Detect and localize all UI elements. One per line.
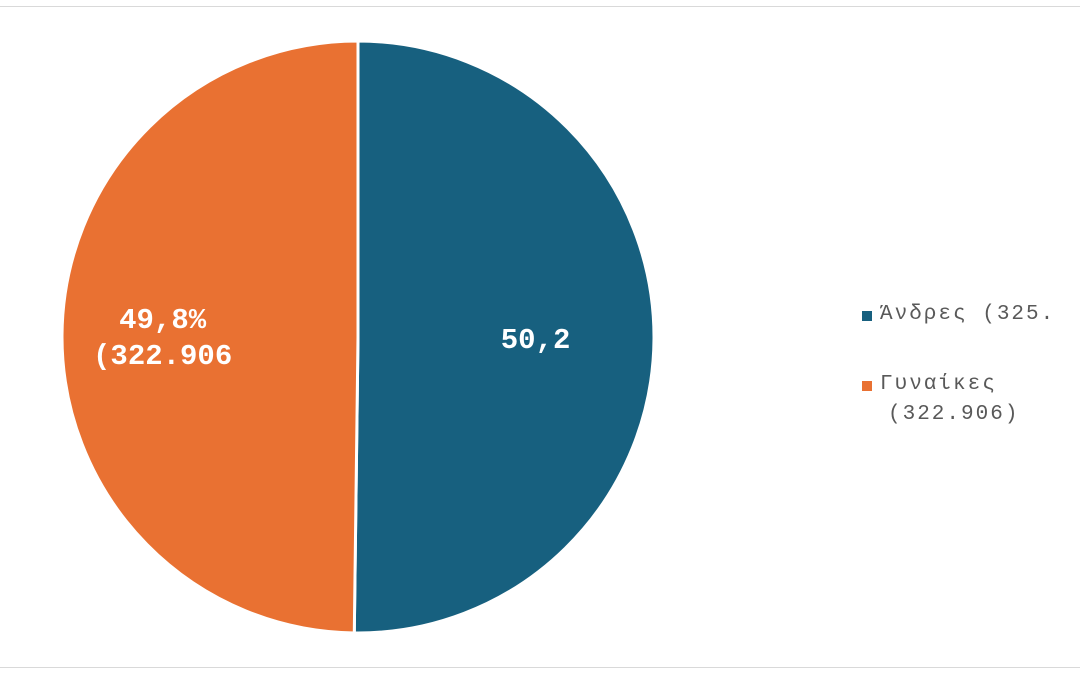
pie-label-women: 49,8% (322.906: [93, 304, 232, 373]
bottom-divider: [0, 667, 1080, 668]
legend-label-men: Άνδρες (325.: [880, 303, 1056, 326]
legend-item-women[interactable]: Γυναίκες (322.906): [862, 370, 1080, 430]
legend-swatch-men: [862, 311, 872, 321]
pie-label-line: (322.906: [93, 340, 232, 373]
legend: Άνδρες (325. Γυναίκες (322.906): [862, 300, 1080, 430]
legend-label-women: Γυναίκες: [880, 373, 997, 396]
legend-item-men[interactable]: Άνδρες (325.: [862, 300, 1080, 330]
pie-label-men: 50,2: [501, 324, 571, 357]
top-divider: [0, 6, 1080, 7]
pie-slice-men[interactable]: [352, 39, 656, 635]
pie-label-line: 50,2: [501, 324, 571, 357]
pie-slices: [60, 39, 656, 635]
pie-label-line: 49,8%: [119, 304, 207, 337]
legend-label-women-count: (322.906): [888, 403, 1020, 426]
legend-swatch-women: [862, 381, 872, 391]
pie-labels: 50,2 49,8% (322.906: [93, 304, 570, 373]
pie-slice-women[interactable]: [60, 39, 360, 635]
